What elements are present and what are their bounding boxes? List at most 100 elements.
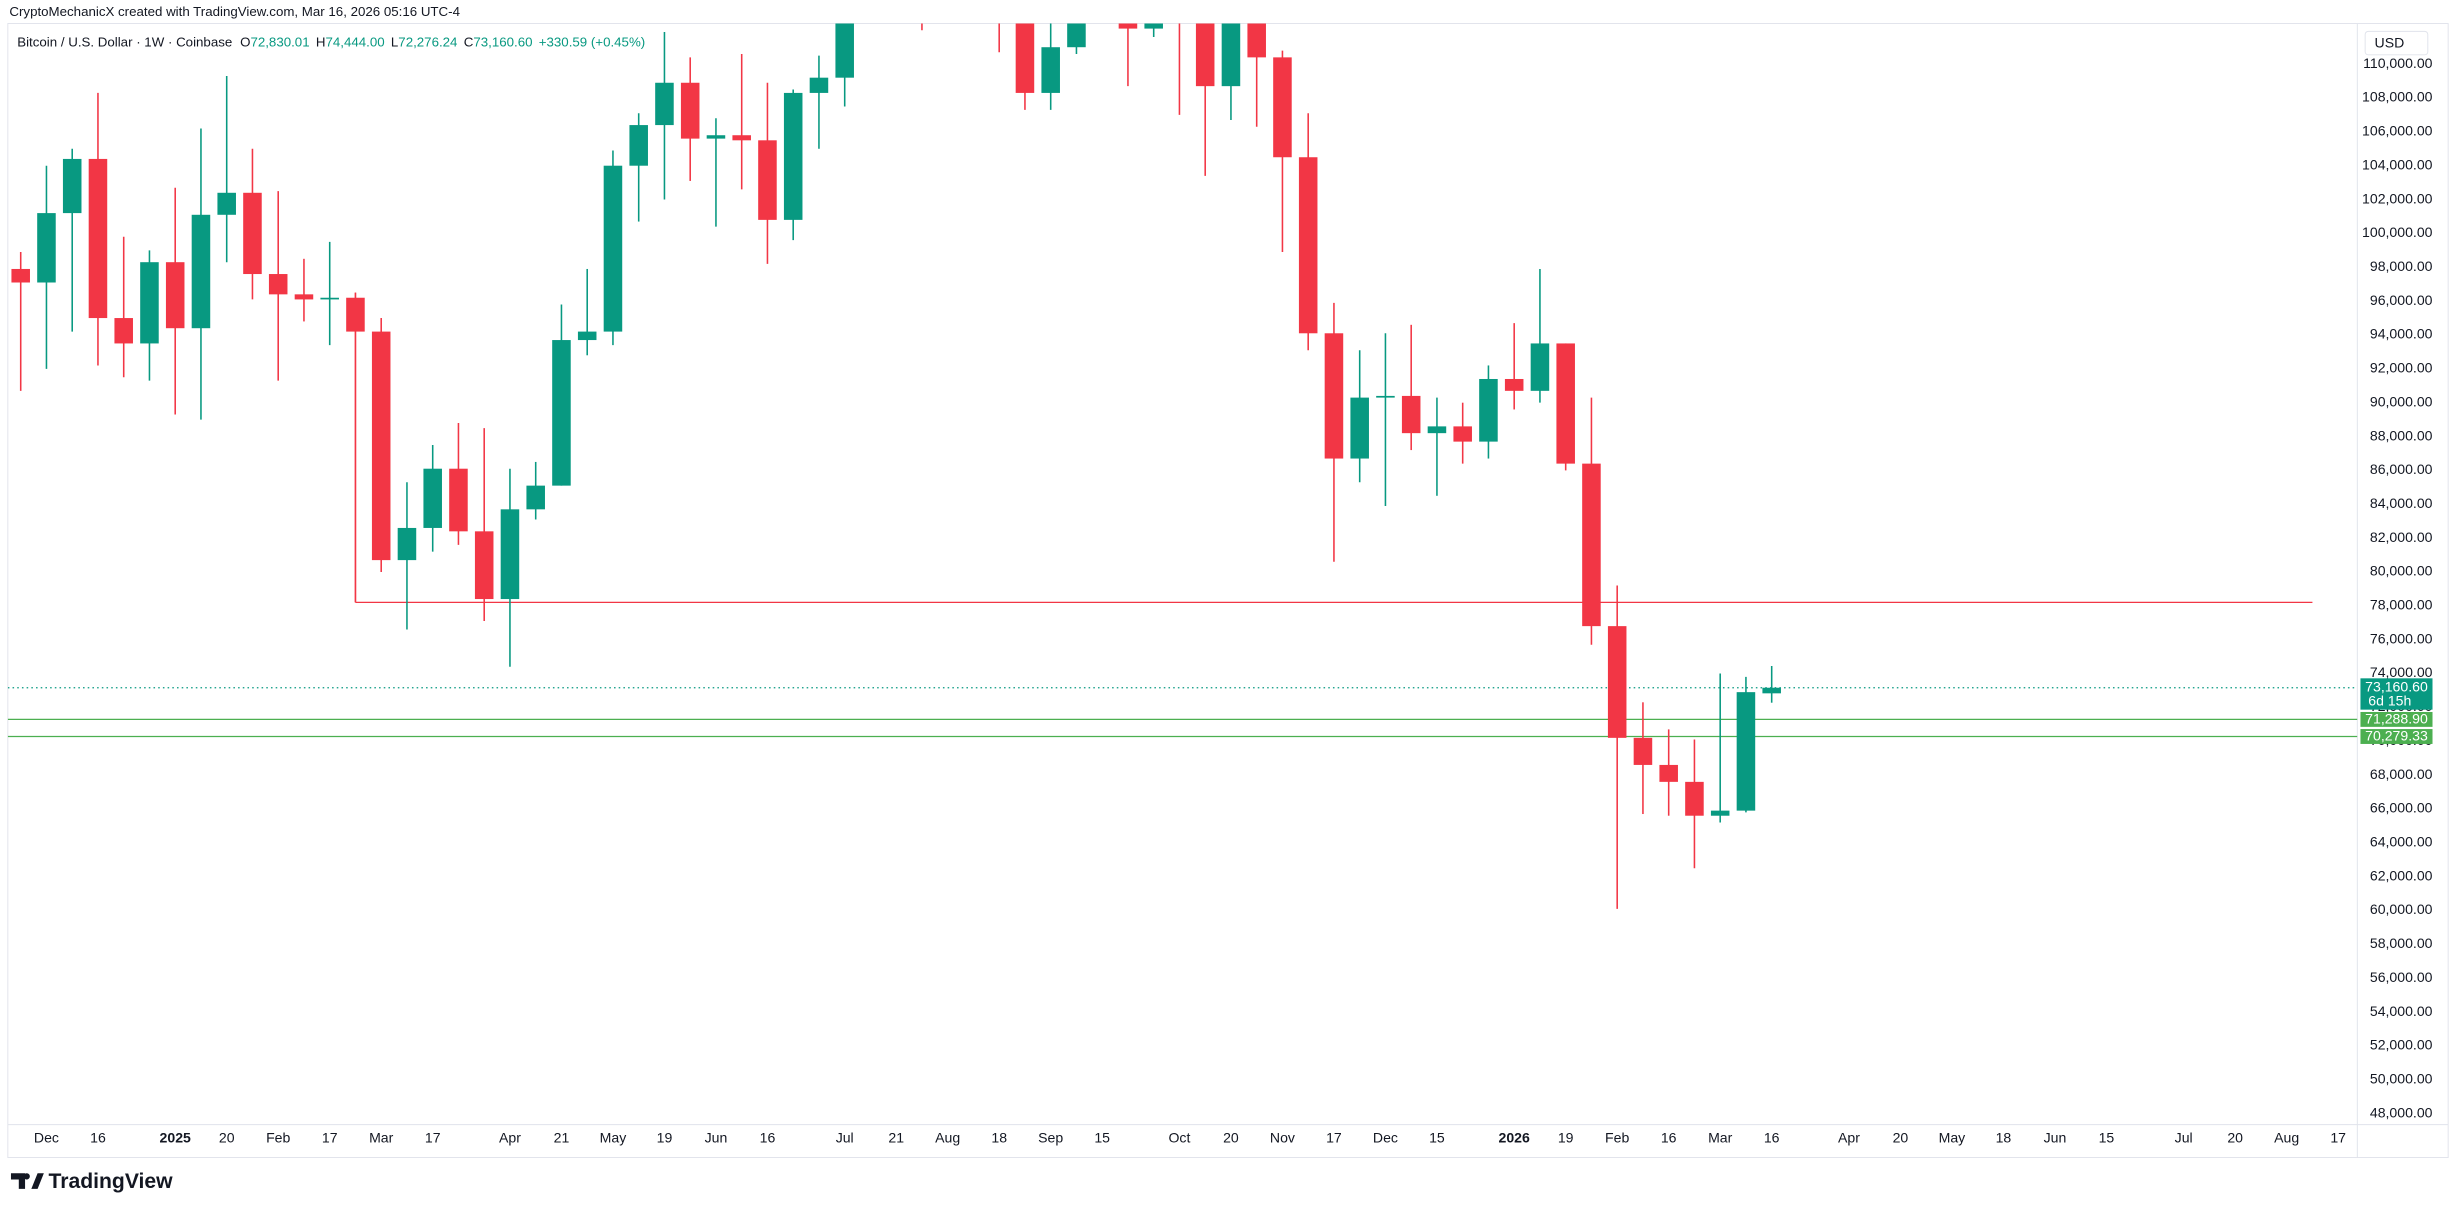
currency[interactable]: USD — [2375, 35, 2405, 51]
candle-body — [1067, 23, 1086, 48]
price-label: 73,160.60 — [2365, 678, 2428, 694]
candle-body — [1273, 57, 1292, 158]
y-tick-label: 92,000.00 — [2370, 360, 2433, 376]
y-tick-label: 52,000.00 — [2370, 1037, 2433, 1053]
candle-body — [88, 158, 108, 319]
price-label-box — [2360, 729, 2433, 744]
candle-body — [243, 192, 262, 275]
y-tick-label: 56,000.00 — [2370, 969, 2433, 985]
attribution: CryptoMechanicX created with TradingView… — [9, 4, 460, 19]
candle-body — [320, 297, 339, 300]
currency-button[interactable] — [2364, 30, 2429, 56]
candle-body — [1736, 692, 1756, 811]
ohlc-value: 72,830.01 — [250, 34, 309, 49]
candle-body — [423, 468, 442, 528]
ohlc-key: L — [391, 34, 398, 49]
ohlc-value: 72,276.24 — [398, 34, 457, 49]
candle-body — [1401, 395, 1421, 434]
x-tick-label: Dec — [34, 1129, 59, 1145]
x-tick-label: 15 — [1429, 1129, 1445, 1145]
y-tick-label: 106,000.00 — [2362, 123, 2433, 139]
logo-mark — [10, 1173, 44, 1189]
candle-body — [217, 192, 236, 215]
candle-body — [1453, 426, 1472, 442]
x-tick-label: 16 — [1764, 1129, 1780, 1145]
candle-body — [1710, 810, 1730, 816]
y-tick-label: 48,000.00 — [2370, 1104, 2433, 1120]
candle-body — [1607, 626, 1627, 738]
brand: TradingView — [49, 1170, 174, 1193]
symbol: Bitcoin / U.S. Dollar · 1W · Coinbase — [17, 34, 232, 49]
candle-body — [1685, 781, 1704, 816]
ohlc-value: 73,160.60 — [473, 34, 532, 49]
candle-body — [577, 331, 597, 341]
candle-body — [397, 527, 417, 561]
candle-body — [1015, 23, 1035, 93]
candle-body — [732, 135, 751, 141]
x-tick-label: May — [1939, 1129, 1967, 1145]
candle-body — [1247, 23, 1266, 58]
candle-body — [449, 468, 468, 532]
countdown: 6d 15h — [2368, 693, 2411, 709]
y-tick-label: 60,000.00 — [2370, 901, 2433, 917]
price-label: 70,279.33 — [2365, 728, 2428, 744]
candle-body — [165, 262, 185, 329]
x-tick-label: 16 — [1661, 1129, 1677, 1145]
y-tick-label: 54,000.00 — [2370, 1003, 2433, 1019]
candle-body — [1221, 23, 1241, 87]
x-tick-label: 2026 — [1499, 1129, 1530, 1145]
x-tick-label: 21 — [554, 1129, 570, 1145]
y-tick-label: 100,000.00 — [2362, 224, 2433, 240]
x-tick-label: Jun — [705, 1129, 728, 1145]
candle-body — [835, 23, 854, 78]
x-tick-label: Apr — [499, 1129, 521, 1145]
x-tick-label: 2025 — [160, 1129, 191, 1145]
y-tick-label: 102,000.00 — [2362, 190, 2433, 206]
y-tick-label: 82,000.00 — [2370, 529, 2433, 545]
x-tick-label: 21 — [888, 1129, 904, 1145]
y-tick-label: 86,000.00 — [2370, 461, 2433, 477]
y-tick-label: 94,000.00 — [2370, 326, 2433, 342]
candle-body — [346, 297, 365, 332]
change: +330.59 (+0.45%) — [539, 34, 645, 49]
x-tick-label: 19 — [1558, 1129, 1574, 1145]
candle-body — [1350, 397, 1369, 459]
brand-logo: TradingView — [10, 1170, 174, 1193]
price-label-box — [2360, 678, 2433, 710]
candle-body — [140, 262, 159, 344]
candle-body — [500, 509, 520, 600]
x-tick-label: 17 — [1326, 1129, 1342, 1145]
x-tick-label: Jul — [836, 1129, 854, 1145]
y-tick-label: 90,000.00 — [2370, 393, 2433, 409]
candle-body — [680, 82, 700, 139]
price-label-box — [2360, 711, 2433, 727]
x-tick-label: 20 — [1893, 1129, 1909, 1145]
x-tick-label: May — [600, 1129, 628, 1145]
x-tick-label: Mar — [1708, 1129, 1733, 1145]
x-tick-label: 15 — [1094, 1129, 1110, 1145]
ohlc-value: 74,444.00 — [325, 34, 384, 49]
candle-body — [1298, 157, 1318, 334]
x-tick-label: 16 — [90, 1129, 106, 1145]
candle-body — [809, 77, 829, 93]
candle-body — [1427, 426, 1447, 434]
x-tick-label: Aug — [935, 1129, 960, 1145]
candle-body — [1144, 23, 1163, 29]
candle-body — [1376, 395, 1395, 398]
candle-body — [1118, 23, 1138, 29]
y-tick-label: 62,000.00 — [2370, 867, 2433, 883]
x-tick-label: 19 — [657, 1129, 673, 1145]
x-tick-label: 20 — [1223, 1129, 1239, 1145]
x-tick-label: Apr — [1838, 1129, 1860, 1145]
x-tick-label: 17 — [322, 1129, 338, 1145]
candle-body — [11, 268, 30, 283]
x-tick-label: Dec — [1373, 1129, 1398, 1145]
y-tick-label: 66,000.00 — [2370, 800, 2433, 816]
ohlc-key: C — [464, 34, 474, 49]
candle-body — [629, 125, 648, 166]
candle-body — [37, 213, 56, 283]
y-tick-label: 84,000.00 — [2370, 495, 2433, 511]
x-tick-label: Sep — [1038, 1129, 1063, 1145]
x-tick-label: 20 — [2227, 1129, 2243, 1145]
